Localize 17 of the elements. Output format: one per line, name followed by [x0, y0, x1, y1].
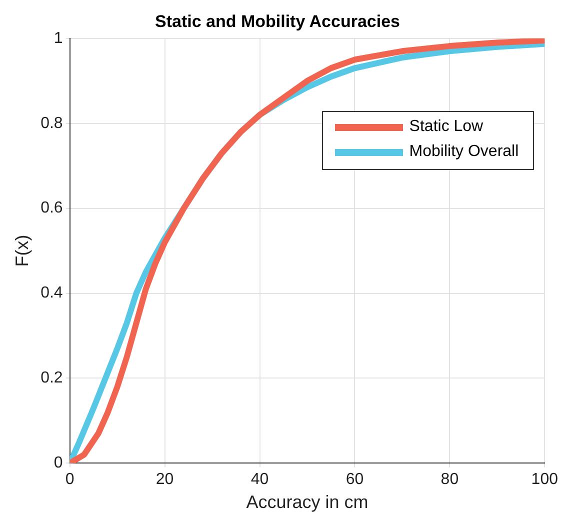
chart-title: Static and Mobility Accuracies [155, 12, 400, 31]
y-tick-label: 0.6 [40, 200, 63, 217]
x-tick-label: 0 [65, 471, 74, 488]
x-tick-label: 20 [156, 471, 174, 488]
x-tick-label: 40 [250, 471, 269, 488]
y-axis-title: F(x) [12, 234, 32, 267]
y-tick-label: 0 [54, 454, 63, 472]
x-axis-title: Accuracy in cm [246, 492, 368, 512]
legend-label: Mobility Overall [409, 143, 519, 162]
legend-label: Static Low [409, 118, 484, 136]
y-tick-label: 0.2 [40, 370, 63, 387]
y-tick-label: 0.8 [40, 114, 63, 132]
x-tick-label: 60 [346, 471, 364, 488]
y-tick-label: 0.4 [40, 284, 63, 302]
x-tick-label: 100 [531, 471, 558, 488]
y-tick-label: 1 [54, 30, 63, 47]
x-tick-label: 80 [440, 471, 459, 488]
